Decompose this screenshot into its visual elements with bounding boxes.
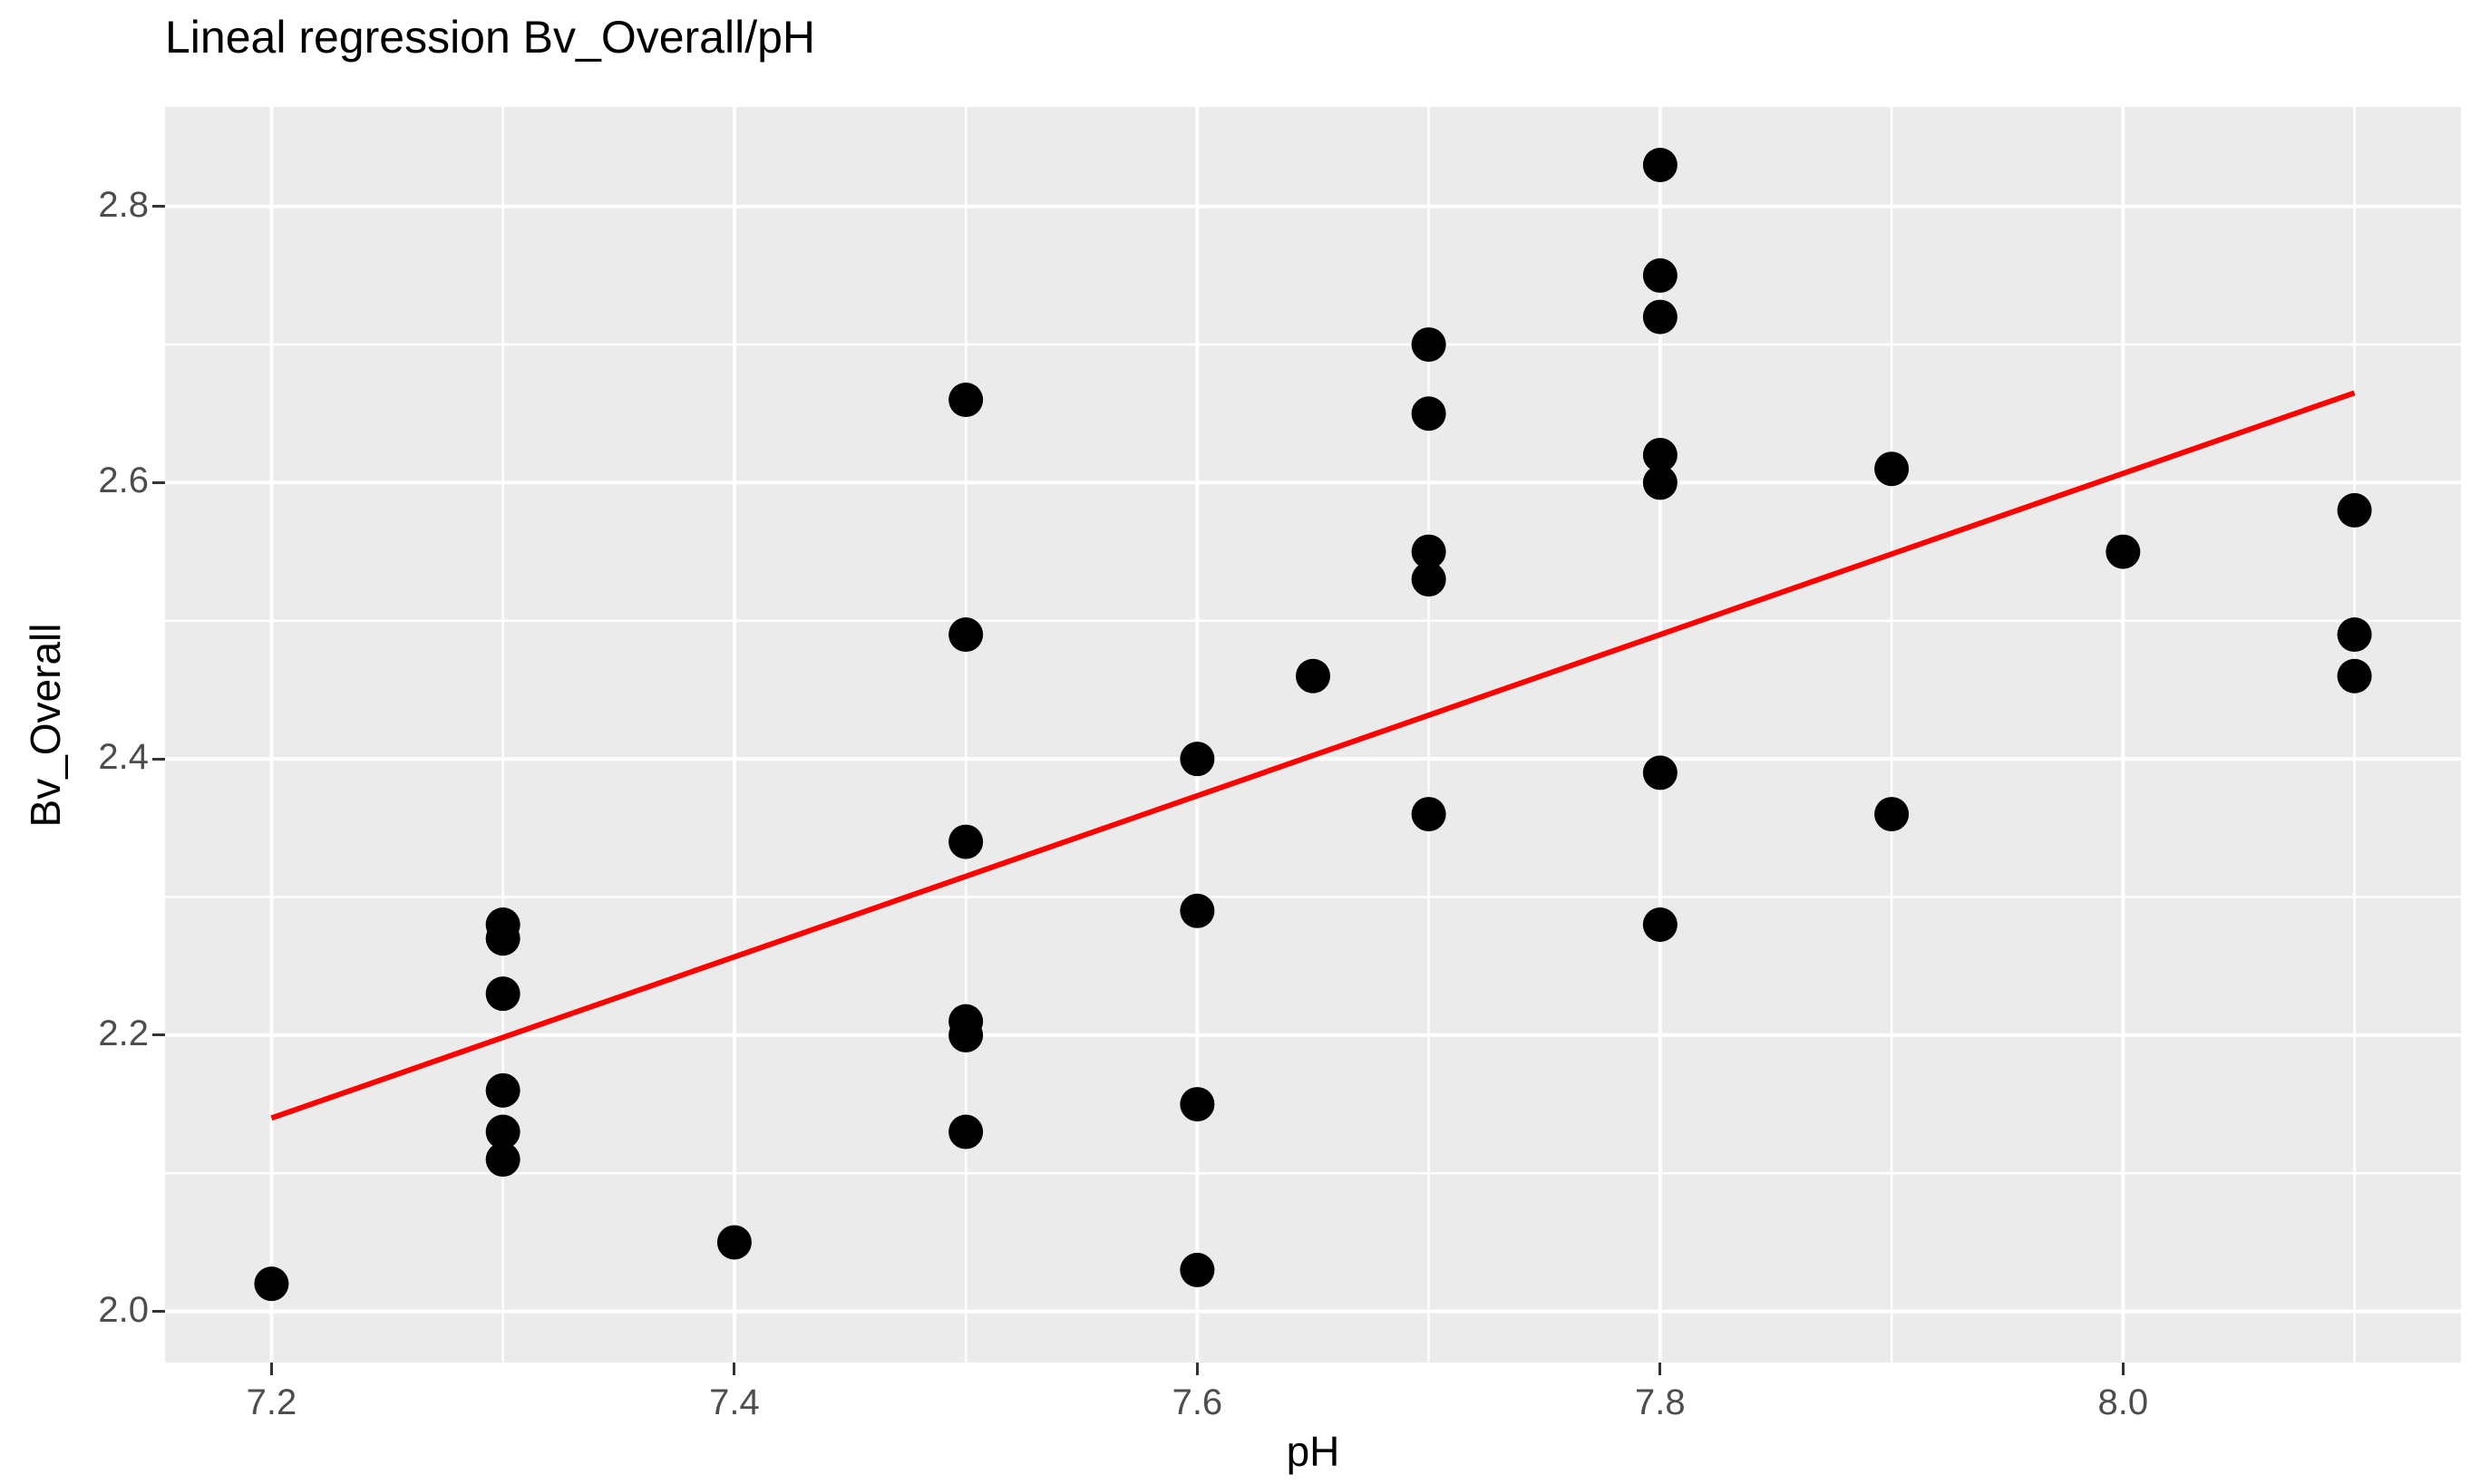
plot-canvas (165, 107, 2461, 1363)
data-point (485, 1142, 520, 1178)
data-point (948, 617, 984, 653)
plot-panel (165, 107, 2461, 1363)
data-point (1411, 534, 1446, 569)
data-point (485, 921, 520, 956)
y-axis-title: Bv_Overall (22, 623, 69, 828)
data-point (948, 1017, 984, 1052)
data-point (485, 976, 520, 1012)
x-axis-tick-mark (1195, 1363, 1199, 1375)
data-point (1642, 257, 1678, 293)
data-point (1874, 451, 1910, 487)
data-point (1411, 396, 1446, 432)
data-point (485, 1072, 520, 1108)
data-point (1642, 465, 1678, 500)
x-axis-tick-mark (1658, 1363, 1662, 1375)
x-axis-title: pH (1286, 1428, 1340, 1475)
data-point (1642, 147, 1678, 182)
data-point (1642, 755, 1678, 790)
data-point (1180, 1252, 1215, 1287)
data-point (948, 383, 984, 418)
data-point (485, 1114, 520, 1149)
data-point (1296, 658, 1330, 694)
y-axis-tick-label: 2.2 (98, 1013, 149, 1053)
y-axis-tick-mark (152, 480, 165, 484)
data-point (716, 1225, 752, 1260)
data-point (1642, 437, 1678, 472)
data-point (948, 824, 984, 859)
data-point (1180, 742, 1215, 777)
data-point (1642, 907, 1678, 943)
y-axis-tick-label: 2.8 (98, 184, 149, 225)
x-axis-tick-mark (733, 1363, 736, 1375)
data-point (2337, 492, 2372, 528)
data-point (2106, 534, 2141, 569)
data-point (1411, 327, 1446, 363)
y-axis-tick-label: 2.6 (98, 461, 149, 501)
x-axis-tick-label: 8.0 (2097, 1382, 2149, 1422)
data-point (254, 1266, 289, 1302)
x-axis-tick-label: 7.6 (1172, 1382, 1223, 1422)
y-axis-tick-mark (152, 205, 165, 209)
y-axis-tick-label: 2.0 (98, 1289, 149, 1330)
y-axis-tick-mark (152, 757, 165, 761)
data-point (1642, 299, 1678, 335)
data-point (1411, 797, 1446, 832)
y-axis-tick-mark (152, 1310, 165, 1314)
x-axis-tick-label: 7.4 (709, 1382, 760, 1422)
data-point (1874, 797, 1910, 832)
x-axis-tick-label: 7.2 (246, 1382, 297, 1422)
x-axis-tick-mark (2121, 1363, 2125, 1375)
data-point (1180, 893, 1215, 928)
data-point (948, 1114, 984, 1149)
plot-title: Lineal regression Bv_Overall/pH (165, 12, 816, 63)
data-point (2337, 617, 2372, 653)
x-axis-tick-label: 7.8 (1635, 1382, 1686, 1422)
regression-line (270, 390, 2356, 1121)
data-point (1180, 1087, 1215, 1122)
data-point (2337, 658, 2372, 694)
x-axis-tick-mark (269, 1363, 273, 1375)
y-axis-tick-label: 2.4 (98, 737, 149, 778)
data-point (1411, 562, 1446, 597)
y-axis-tick-mark (152, 1033, 165, 1037)
